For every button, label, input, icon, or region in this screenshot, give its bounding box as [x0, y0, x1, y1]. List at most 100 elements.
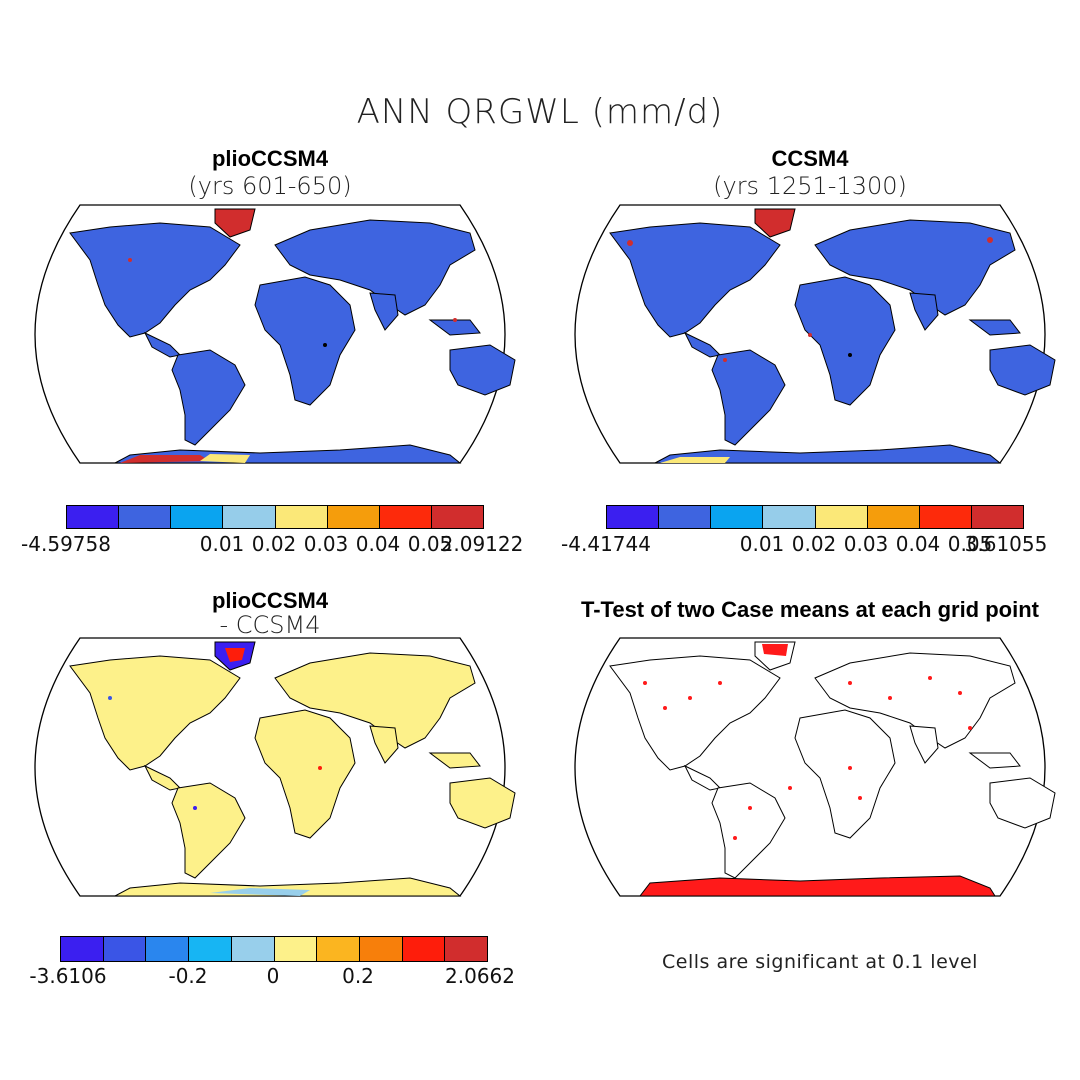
significant-cell: [733, 836, 737, 840]
colorbar-swatch: [103, 937, 147, 961]
colorbar-swatch: [119, 506, 172, 528]
land-india: [369, 725, 399, 764]
colorbar-label: 2.0662: [445, 964, 515, 988]
land-eurasia: [814, 219, 1016, 316]
significant-cell: [788, 786, 792, 790]
greenland-core: [225, 648, 245, 662]
colorbar-label: 0.05: [947, 532, 993, 556]
high-spot: [987, 237, 993, 243]
land-australia: [989, 777, 1056, 829]
land-south-america: [711, 349, 786, 446]
colorbar-swatch: [171, 506, 224, 528]
land-india: [369, 292, 399, 331]
land-antarctica: [654, 444, 1002, 464]
panel-title-difference: plioCCSM4: [211, 588, 329, 613]
significant-cell: [748, 806, 752, 810]
colorbar-swatch: [379, 506, 432, 528]
colorbar-label: 0.2: [342, 964, 374, 988]
colorbar-swatch: [971, 506, 1023, 528]
high-spot: [848, 353, 852, 357]
high-spot: [453, 318, 457, 322]
land-indonesia: [968, 752, 1021, 769]
significant-cell: [858, 796, 862, 800]
antarctica-high: [120, 455, 210, 463]
high-spot: [808, 333, 812, 337]
colorbar-swatch: [402, 937, 446, 961]
colorbar-swatch: [445, 937, 488, 961]
land-africa: [254, 709, 356, 839]
land-indonesia: [428, 752, 481, 769]
colorbar-label: 0.04: [895, 532, 941, 556]
antarctica-significant: [638, 875, 996, 897]
land-eurasia: [274, 652, 476, 749]
colorbar-swatch: [763, 506, 816, 528]
significant-cell: [718, 681, 722, 685]
land-south-america: [171, 782, 246, 879]
significant-cell: [848, 681, 852, 685]
land-greenland: [214, 208, 256, 238]
colorbar-pliocene: [66, 505, 484, 529]
land-south-america: [711, 782, 786, 879]
antarctica-mid: [660, 457, 730, 463]
land-australia: [989, 344, 1056, 396]
colorbar-label: -4.41744: [561, 532, 651, 556]
significant-cell: [663, 706, 667, 710]
colorbar-label: 0.03: [303, 532, 349, 556]
significant-cell: [848, 766, 852, 770]
colorbar-label: 0.01: [739, 532, 785, 556]
land-africa: [794, 276, 896, 406]
panel-title-pliocene: plioCCSM4: [211, 146, 329, 171]
colorbar-swatch: [919, 506, 972, 528]
colorbar-label: -3.6106: [29, 964, 107, 988]
colorbar-label: 0.02: [791, 532, 837, 556]
low-spot: [108, 696, 112, 700]
colorbar-swatch: [815, 506, 868, 528]
colorbar-swatch: [359, 937, 403, 961]
colorbar-label: -0.2: [168, 964, 208, 988]
colorbar-swatch: [231, 937, 275, 961]
land-africa: [794, 709, 896, 839]
high-spot: [723, 358, 727, 362]
land-india: [909, 292, 939, 331]
significant-cell: [958, 691, 962, 695]
low-spot: [193, 806, 197, 810]
land-central-america: [143, 764, 182, 791]
antarctica-low: [210, 888, 310, 896]
land-africa: [254, 276, 356, 406]
colorbar-labels-difference: -3.6106 -0.2 0 0.2 2.0662: [29, 964, 515, 990]
land-central-america: [683, 764, 722, 791]
panel-title-ccsm4: CCSM4: [771, 146, 849, 171]
land-australia: [449, 777, 516, 829]
greenland-significant: [762, 644, 788, 656]
significant-cell: [688, 696, 692, 700]
antarctica-mid: [200, 454, 250, 463]
land-north-america: [69, 655, 241, 771]
main-title: ANN QRGWL (mm/d): [356, 92, 724, 132]
land-india: [909, 725, 939, 764]
colorbar-label: 0.04: [355, 532, 401, 556]
panel-subtitle-difference: - CCSM4: [219, 611, 321, 639]
high-spot: [128, 258, 132, 262]
colorbar-label: 0.02: [251, 532, 297, 556]
colorbar-swatch: [274, 937, 318, 961]
colorbar-label: 0.03: [843, 532, 889, 556]
colorbar-swatch: [431, 506, 483, 528]
land-indonesia: [968, 319, 1021, 336]
colorbar-label: -4.59758: [21, 532, 111, 556]
land-australia: [449, 344, 516, 396]
colorbar-labels-pliocene: -4.59758 0.01 0.02 0.03 0.04 0.05 2.0912…: [21, 532, 523, 558]
colorbar-swatch: [275, 506, 328, 528]
colorbar-swatch: [223, 506, 276, 528]
land-north-america: [69, 222, 241, 338]
land-eurasia: [814, 652, 1016, 749]
colorbar-label: 2.09122: [440, 532, 524, 556]
significant-cell: [968, 726, 972, 730]
colorbar-ccsm4: [606, 505, 1024, 529]
colorbar-label: 0.01: [199, 532, 245, 556]
colorbar-swatch: [659, 506, 712, 528]
land-greenland: [754, 208, 796, 238]
